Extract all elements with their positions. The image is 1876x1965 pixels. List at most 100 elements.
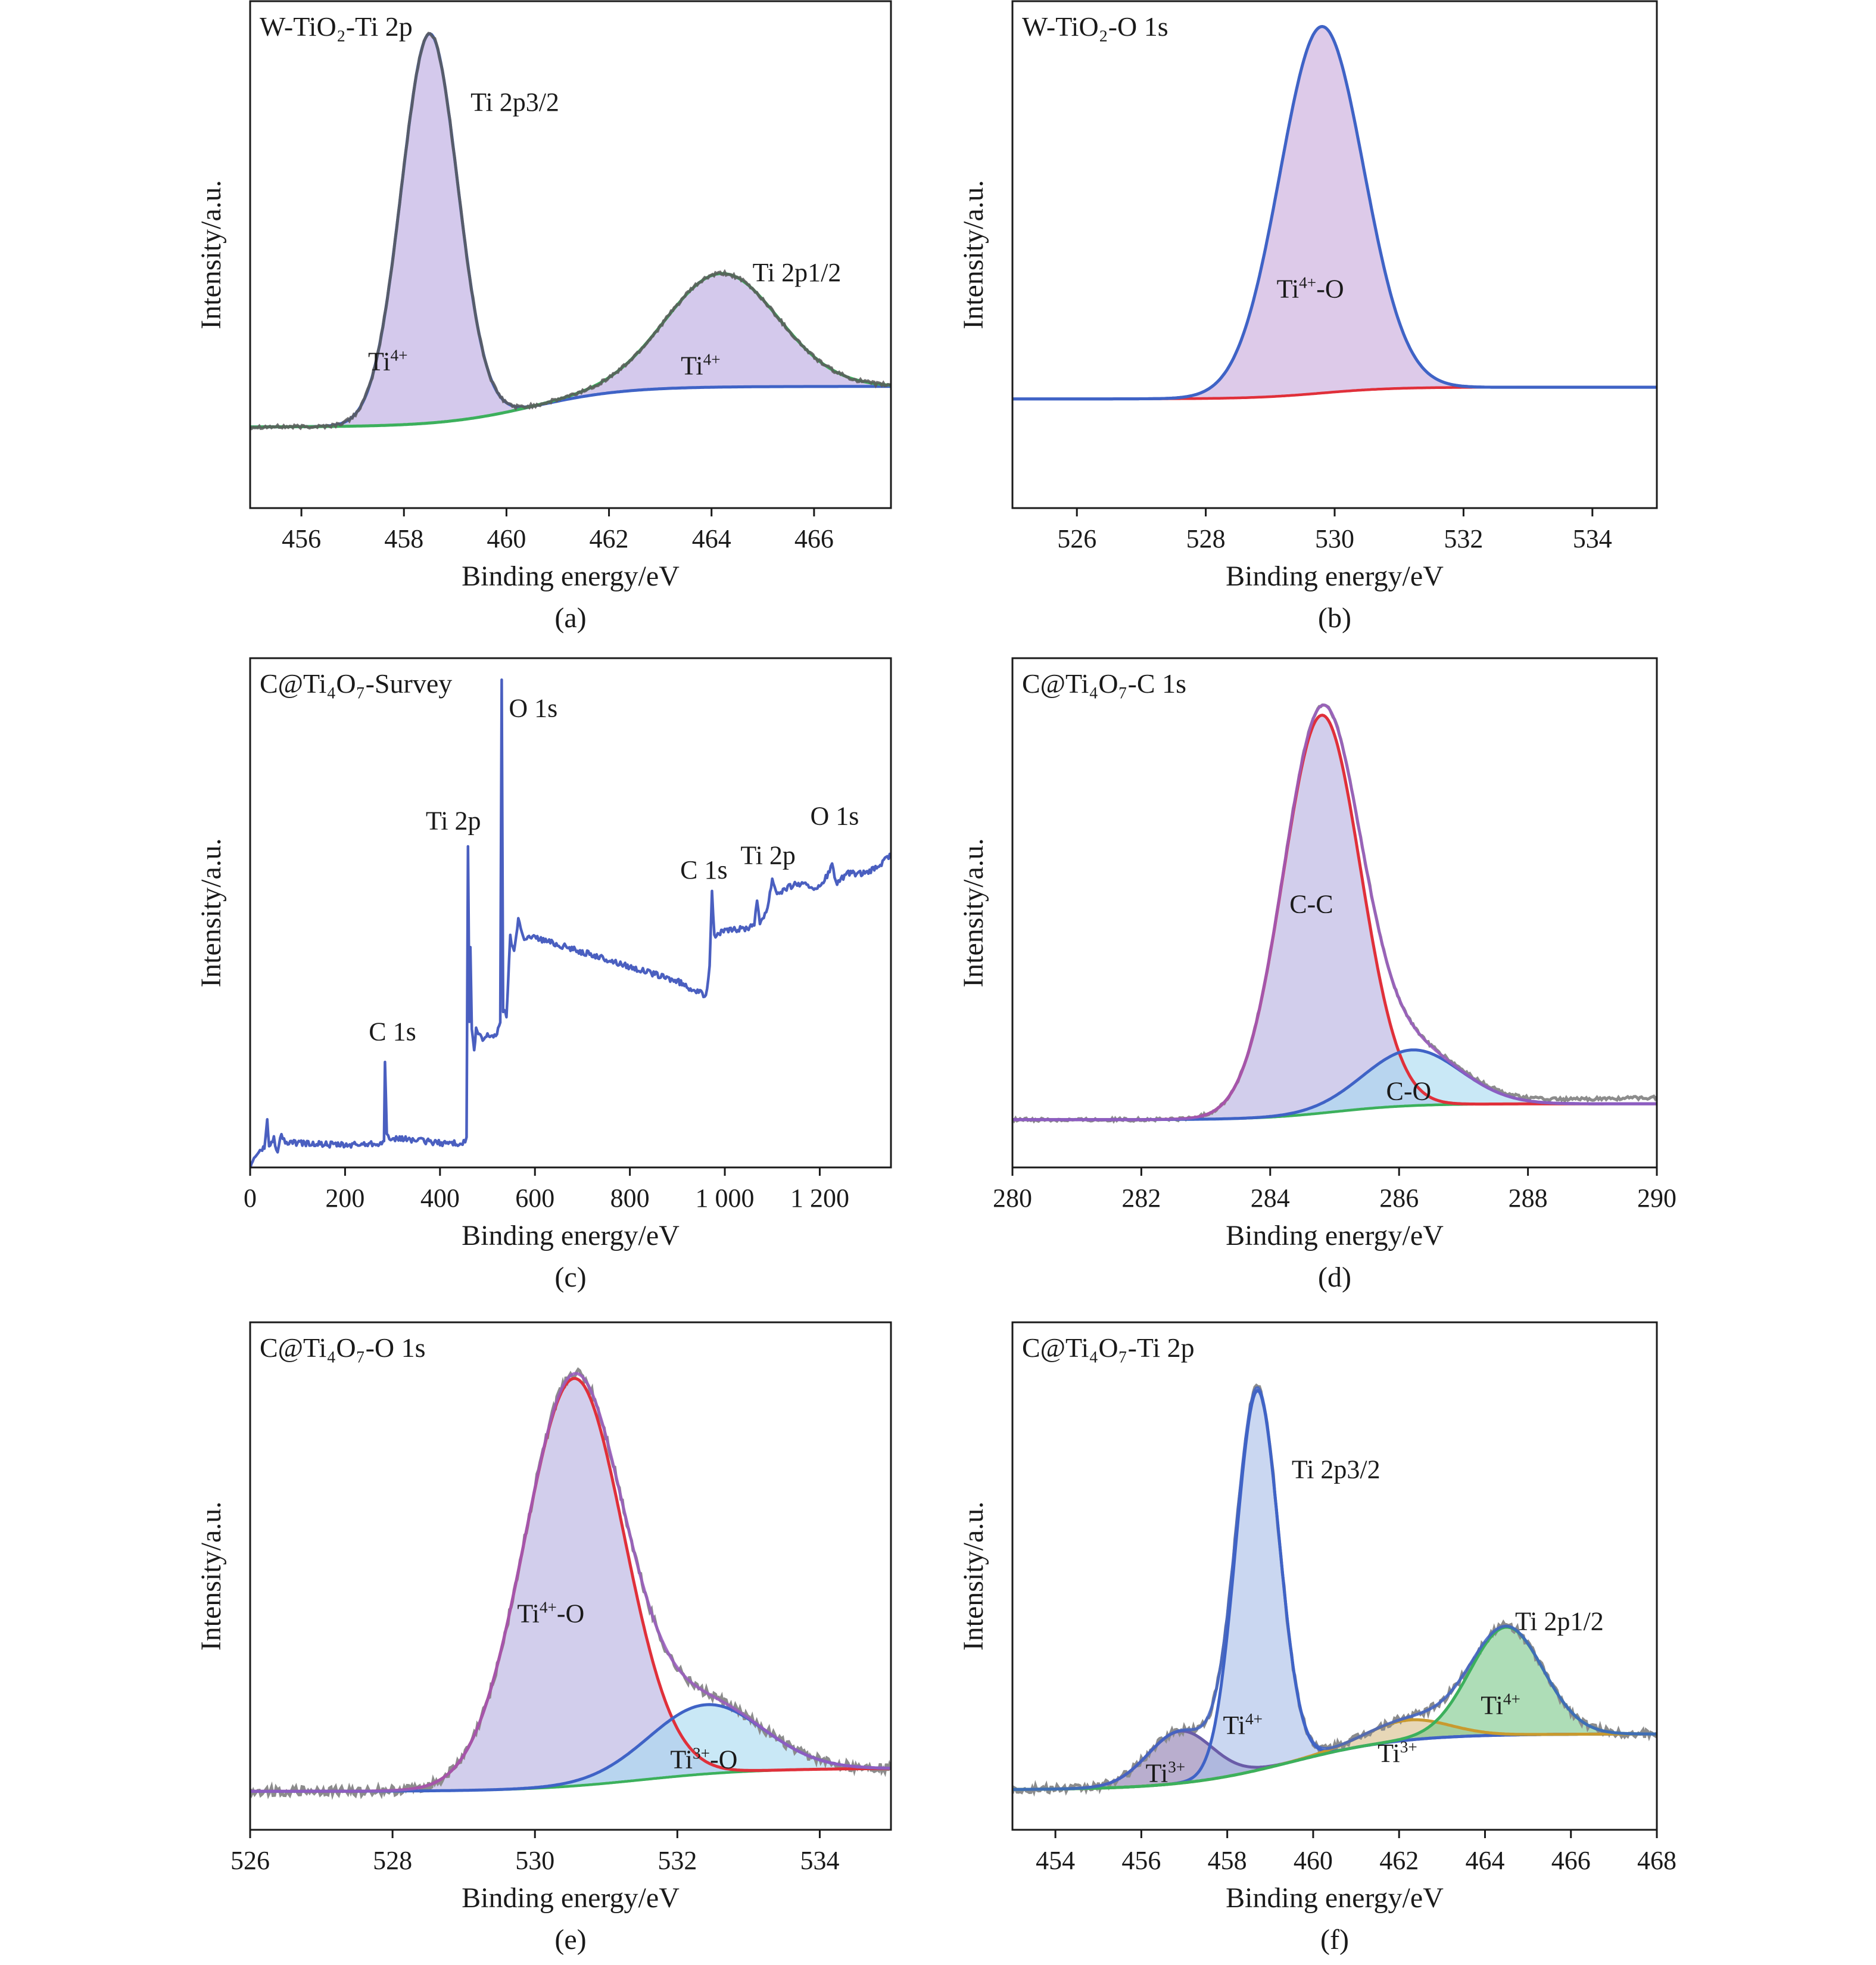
annotation-superscript: 4+ [540,1598,557,1616]
y-axis-label: Intensity/a.u. [958,1502,989,1651]
annotation-text: Ti [517,1599,540,1628]
annotation-suffix: -O [1316,275,1344,304]
envelope-line [250,32,891,431]
peak-fill-1 [1012,715,1657,1120]
annotation-text: Ti 2p [740,840,796,870]
x-tick-label: 458 [384,524,423,553]
x-tick-label: 400 [420,1184,460,1213]
annotation-text: C-C [1289,890,1333,919]
chart-panel-f: 454 456 458 460 462 464 466 468 Binding energy/e… [958,1321,1676,1955]
plot-area [250,678,891,1167]
peak-annotation: Ti4+ [368,347,408,376]
annotation-text: Ti [1277,275,1300,304]
envelope-line [1012,24,1657,401]
x-tick-label: 1 000 [696,1184,755,1213]
annotation-text: Ti 2p3/2 [1292,1455,1380,1484]
peak-annotation: C-O [1386,1076,1432,1105]
x-axis-label: Binding energy/eV [1226,1220,1444,1251]
panel-title: C@Ti₄O₇-Ti 2p [1022,1332,1195,1363]
x-tick-label: 526 [230,1846,270,1875]
chart-panel-d: 280 282 284 286 288 290 Binding energy/eV Inten… [958,657,1676,1293]
x-tick-label: 458 [1208,1846,1247,1875]
panel-title: W-TiO₂-Ti 2p [260,11,413,42]
x-tick-label: 462 [590,524,629,553]
annotation-text: Ti [670,1745,693,1774]
annotation-text: Ti [1146,1758,1168,1788]
peak-annotation: Ti3+-O [670,1745,737,1774]
peak-fill-1 [1012,1731,1657,1790]
y-axis-label: Intensity/a.u. [195,180,227,329]
x-tick-label: 290 [1637,1184,1676,1213]
panel-title: C@Ti₄O₇-C 1s [1022,668,1186,699]
x-tick-label: 464 [1465,1846,1504,1875]
annotation-text: Ti 2p1/2 [1515,1607,1604,1636]
peak-annotation: C 1s [680,855,727,885]
annotation-text: Ti [1223,1711,1245,1740]
peak-annotation: C-C [1289,890,1333,919]
x-axis-label: Binding energy/eV [462,560,680,592]
peak-fill-2 [250,273,891,427]
axes-frame [249,1321,892,1831]
peak-annotation: Ti 2p3/2 [470,88,559,117]
annotation-text: Ti [1378,1739,1400,1768]
peak-annotation: O 1s [811,802,859,831]
x-tick-label: 526 [1057,524,1096,553]
panel-title: C@Ti₄O₇-Survey [260,668,452,699]
peak-annotation: Ti4+ [1223,1710,1263,1740]
peak-annotation: Ti 2p3/2 [1292,1455,1380,1484]
panel-caption: (a) [554,602,586,634]
annotation-text: C 1s [680,855,727,885]
peak-annotation: Ti4+-O [517,1598,584,1628]
annotation-text: Ti 2p [426,806,481,836]
peak-annotation: Ti3+ [1378,1738,1417,1768]
x-axis-label: Binding energy/eV [1226,1882,1444,1914]
panel-caption: (d) [1318,1262,1351,1293]
panel-caption: (e) [554,1924,586,1955]
x-tick-label: 456 [282,524,321,553]
annotation-text: Ti [1481,1690,1503,1720]
x-tick-label: 286 [1379,1184,1419,1213]
x-tick-label: 1 200 [790,1184,849,1213]
x-tick-label: 282 [1121,1184,1161,1213]
peak-annotation: Ti4+-O [1277,274,1344,304]
x-tick-label: 466 [794,524,834,553]
x-tick-label: 464 [692,524,731,553]
panel-caption: (f) [1320,1924,1349,1955]
axes-frame [249,657,892,1169]
panel-caption: (b) [1318,602,1351,634]
axes-frame [249,0,892,509]
peak-annotation: C 1s [369,1017,416,1046]
x-tick-label: 534 [1573,524,1612,553]
x-tick-label: 532 [657,1846,697,1875]
envelope-line [1012,703,1657,1122]
plot-area [1012,24,1657,401]
x-tick-label: 460 [1294,1846,1333,1875]
x-tick-label: 462 [1379,1846,1419,1875]
plot-area [1012,1383,1657,1797]
annotation-superscript: 4+ [1245,1710,1263,1728]
plot-area [250,32,891,431]
panel-caption: (c) [554,1262,586,1293]
peak-annotation: Ti4+ [1481,1690,1520,1720]
peak-annotation: O 1s [509,694,557,723]
x-tick-label: 600 [515,1184,554,1213]
y-axis-label: Intensity/a.u. [958,838,989,988]
peak-fill-2 [1012,1050,1657,1120]
chart-panel-e: 526 528 530 532 534 Binding energy/eV Intensit… [195,1321,892,1955]
x-tick-label: 528 [1186,524,1226,553]
peak-annotation: Ti 2p1/2 [1515,1607,1604,1636]
axes-frame [1011,1321,1658,1831]
x-tick-label: 280 [993,1184,1032,1213]
annotation-superscript: 4+ [1299,274,1316,292]
envelope-line [1012,1386,1657,1791]
x-tick-label: 284 [1251,1184,1290,1213]
peak-annotation: Ti3+ [1146,1758,1186,1788]
survey-spectrum-line [250,678,891,1167]
annotation-suffix: -O [710,1745,737,1774]
peak-annotation: Ti 2p1/2 [753,258,842,287]
annotation-text: Ti [368,347,391,376]
peak-fill-1 [1012,26,1657,399]
annotation-superscript: 3+ [1168,1758,1185,1776]
annotation-superscript: 4+ [703,350,721,368]
panel-title: W-TiO₂-O 1s [1022,11,1168,42]
